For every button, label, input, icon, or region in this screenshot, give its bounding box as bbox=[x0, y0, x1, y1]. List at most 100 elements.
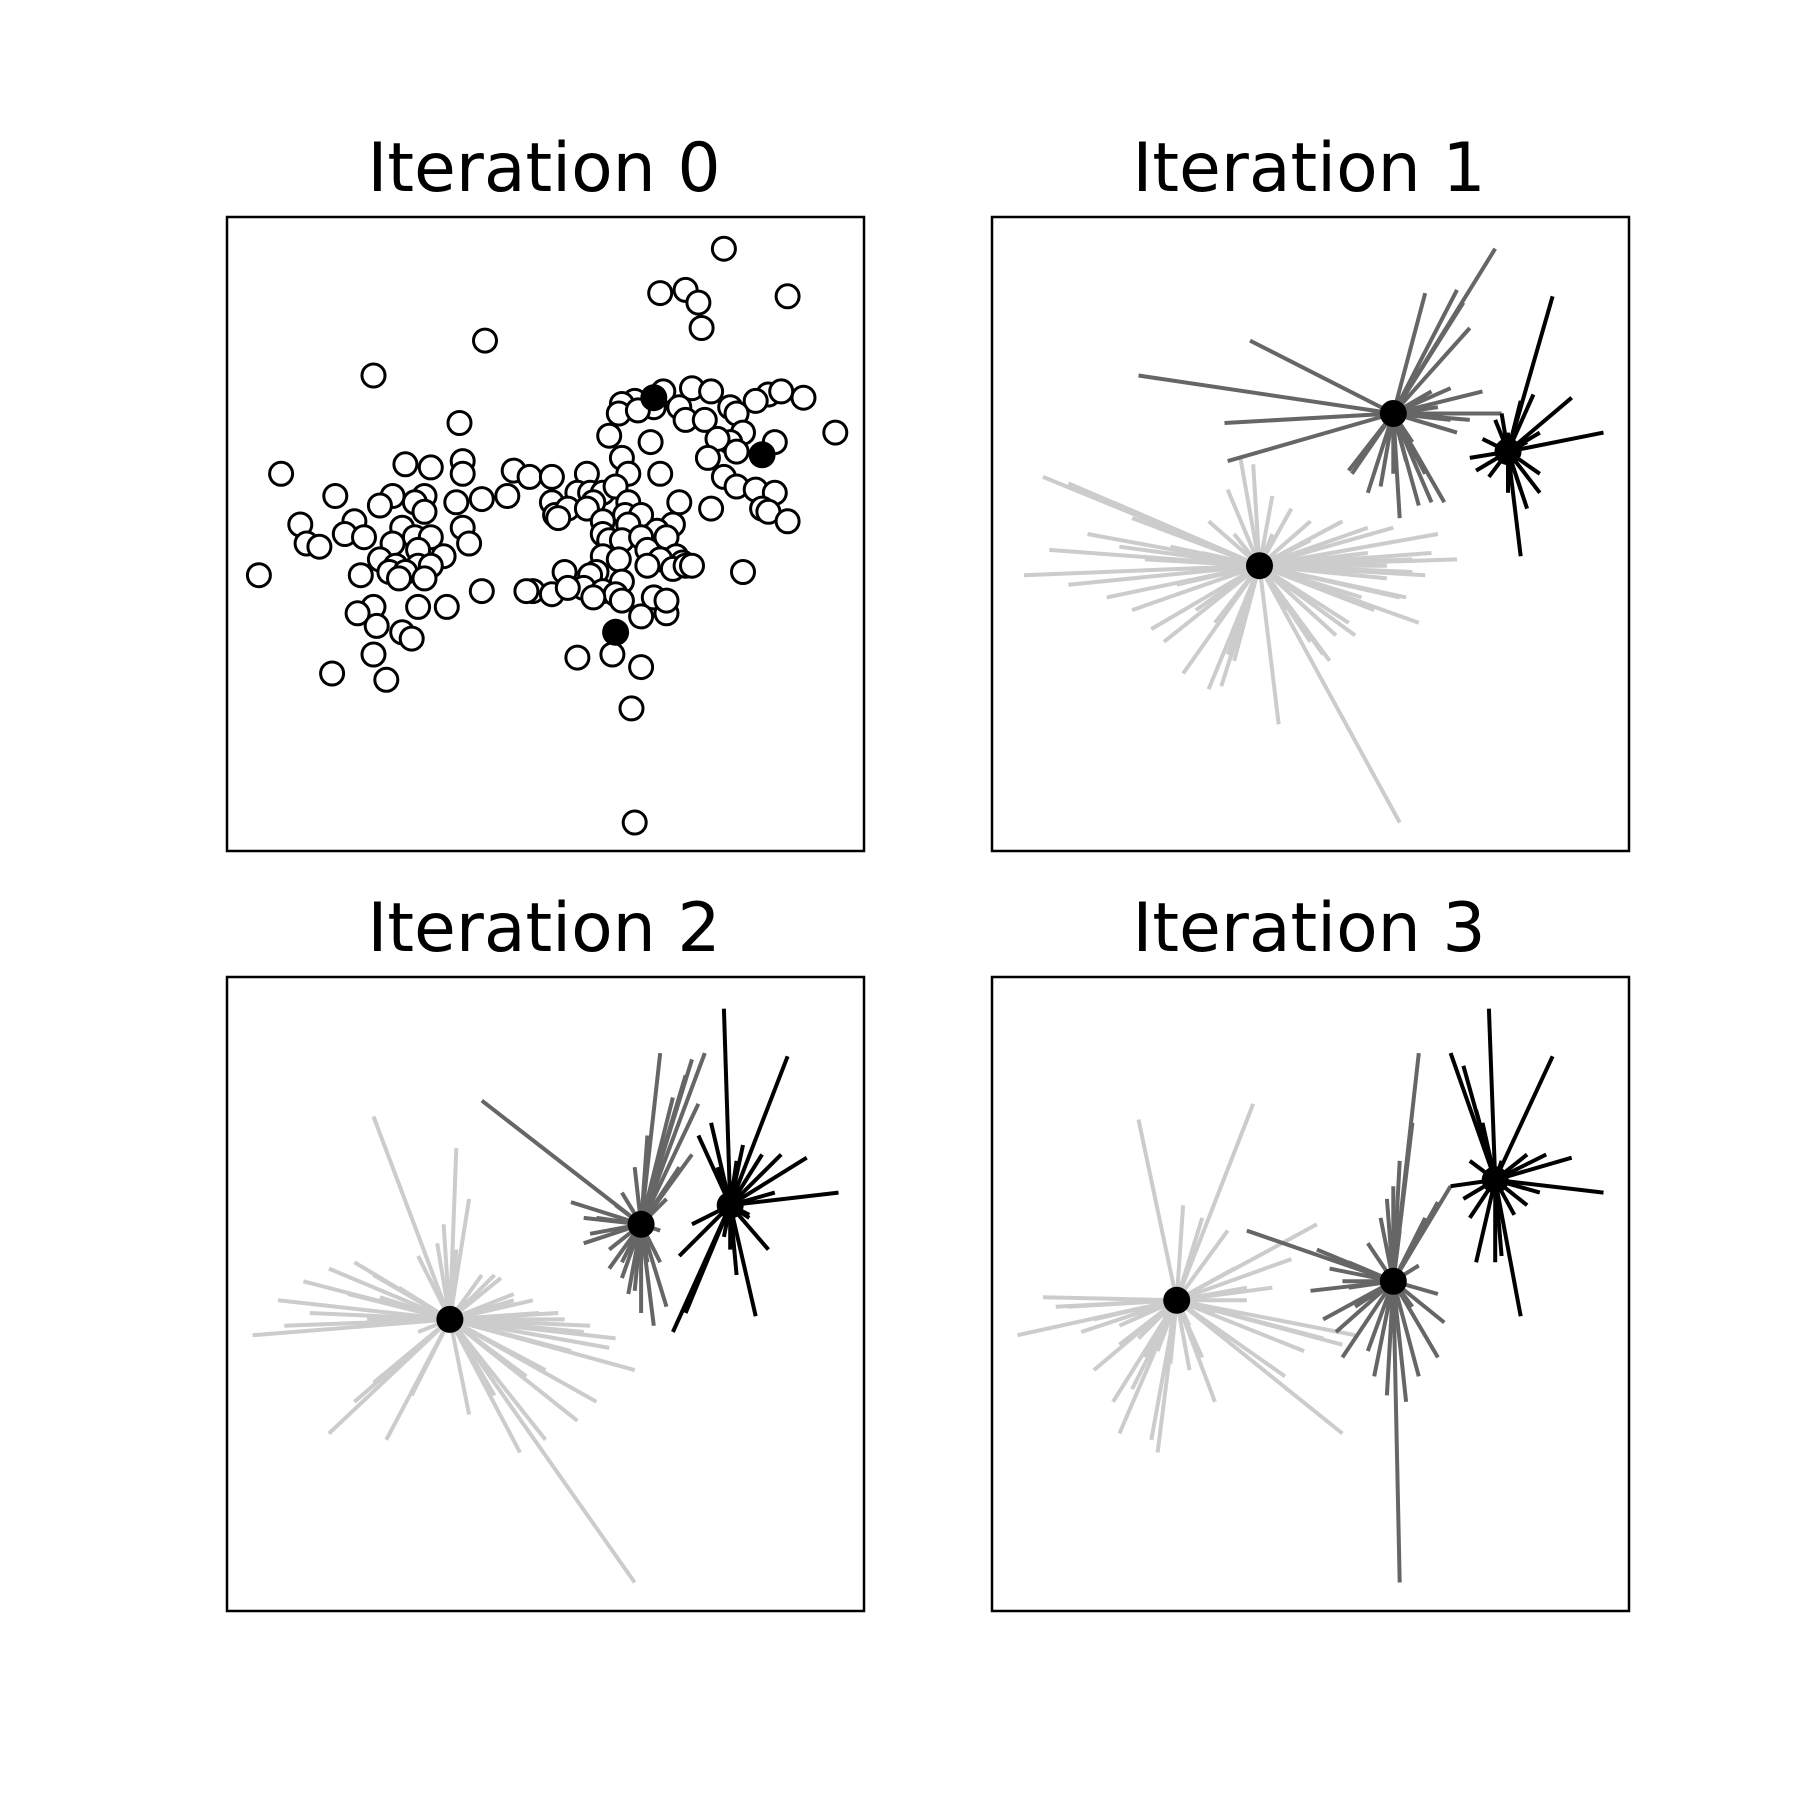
assignment-line bbox=[409, 1318, 452, 1397]
data-point bbox=[666, 489, 693, 516]
centroid-point bbox=[1379, 1267, 1407, 1295]
assignment-line bbox=[447, 1319, 472, 1415]
data-point bbox=[647, 460, 674, 487]
assignment-line bbox=[1144, 557, 1260, 568]
plot-area bbox=[1023, 247, 1604, 824]
assignment-line bbox=[1391, 301, 1466, 415]
assignment-line bbox=[1391, 292, 1428, 415]
assignment-line bbox=[1251, 464, 1262, 566]
assignment-line bbox=[1474, 1179, 1498, 1263]
data-point bbox=[494, 483, 521, 509]
assignment-line bbox=[1493, 1179, 1523, 1317]
data-point bbox=[351, 524, 377, 551]
assignment-line bbox=[1175, 1298, 1344, 1436]
data-point bbox=[628, 654, 655, 681]
subplot-title: Iteration 0 bbox=[367, 129, 720, 208]
data-point bbox=[774, 283, 801, 310]
centroid-point bbox=[436, 1305, 464, 1333]
assignment-line bbox=[1257, 564, 1402, 824]
assignment-line bbox=[1259, 563, 1407, 600]
assignment-line bbox=[1175, 1229, 1230, 1302]
assignment-line bbox=[1225, 488, 1262, 567]
data-point bbox=[774, 508, 801, 535]
assignment-line bbox=[1136, 1119, 1179, 1301]
assignment-line bbox=[1080, 1298, 1178, 1334]
data-point bbox=[443, 489, 470, 516]
data-point bbox=[730, 559, 756, 585]
assignment-line bbox=[449, 1317, 572, 1354]
assignment-line bbox=[1238, 457, 1262, 567]
data-point bbox=[628, 603, 655, 630]
subplot-iteration-1: Iteration 1 bbox=[990, 129, 1631, 853]
assignment-line bbox=[1258, 525, 1394, 568]
data-point bbox=[742, 387, 769, 414]
data-point bbox=[605, 546, 632, 573]
axes-frame bbox=[990, 975, 1631, 1613]
plot-area bbox=[245, 235, 849, 836]
plot-area bbox=[252, 1008, 839, 1584]
data-point bbox=[698, 495, 725, 522]
data-point bbox=[268, 460, 295, 487]
data-point bbox=[411, 565, 438, 592]
assignment-line bbox=[1391, 1280, 1421, 1377]
centroid-point bbox=[627, 1210, 655, 1238]
assignment-line bbox=[1391, 1281, 1409, 1403]
assignment-line bbox=[1131, 563, 1261, 612]
data-point bbox=[319, 660, 346, 687]
data-point bbox=[691, 406, 718, 433]
data-point bbox=[411, 498, 438, 525]
data-point bbox=[363, 612, 390, 639]
assignment-line bbox=[1391, 1052, 1421, 1282]
data-point bbox=[621, 809, 648, 836]
data-point bbox=[347, 562, 374, 589]
data-point bbox=[516, 463, 543, 490]
data-point bbox=[679, 552, 705, 579]
data-point bbox=[538, 463, 565, 490]
assignment-line bbox=[1174, 1205, 1186, 1301]
data-point bbox=[822, 419, 849, 446]
data-point bbox=[449, 460, 476, 487]
assignment-line bbox=[1176, 1257, 1293, 1303]
centroid-point bbox=[1379, 400, 1407, 427]
assignment-line bbox=[1257, 565, 1281, 725]
assignment-line bbox=[1494, 1177, 1604, 1195]
assignment-line bbox=[284, 1317, 450, 1328]
assignment-line bbox=[1176, 1298, 1343, 1347]
centroid-point bbox=[1481, 1166, 1509, 1194]
centroid-point bbox=[748, 441, 776, 469]
assignment-line bbox=[1224, 411, 1394, 425]
assignment-line bbox=[1506, 451, 1523, 557]
centroid-point bbox=[602, 618, 630, 646]
assignment-line bbox=[1176, 1298, 1356, 1338]
plot-area bbox=[1017, 1008, 1604, 1583]
assignment-line bbox=[1138, 373, 1394, 416]
data-point bbox=[564, 644, 591, 671]
data-point bbox=[366, 492, 393, 519]
subplot-title: Iteration 3 bbox=[1132, 889, 1485, 968]
assignment-line bbox=[696, 1204, 733, 1283]
centroid-point bbox=[1246, 552, 1273, 580]
data-point bbox=[599, 641, 626, 668]
assignment-line bbox=[1391, 288, 1459, 415]
assignment-line bbox=[721, 1008, 733, 1206]
assignment-line bbox=[1365, 412, 1396, 494]
assignment-line bbox=[1259, 563, 1413, 574]
axes-frame bbox=[990, 215, 1631, 853]
data-point bbox=[596, 422, 623, 449]
data-point bbox=[634, 552, 661, 579]
data-point bbox=[456, 530, 483, 557]
assignment-line bbox=[1507, 430, 1604, 454]
data-point bbox=[344, 600, 371, 627]
centroid-point bbox=[1163, 1286, 1191, 1314]
data-point bbox=[685, 289, 712, 316]
assignment-line bbox=[448, 1318, 637, 1584]
assignment-line bbox=[1219, 565, 1262, 687]
data-point bbox=[306, 533, 333, 560]
assignment-line bbox=[448, 1318, 497, 1397]
assignment-line bbox=[1391, 1281, 1402, 1583]
assignment-line bbox=[728, 1055, 790, 1206]
data-point bbox=[768, 378, 795, 405]
subplot-iteration-2: Iteration 2 bbox=[225, 889, 866, 1613]
data-point bbox=[637, 429, 664, 456]
assignment-line bbox=[371, 1115, 452, 1321]
